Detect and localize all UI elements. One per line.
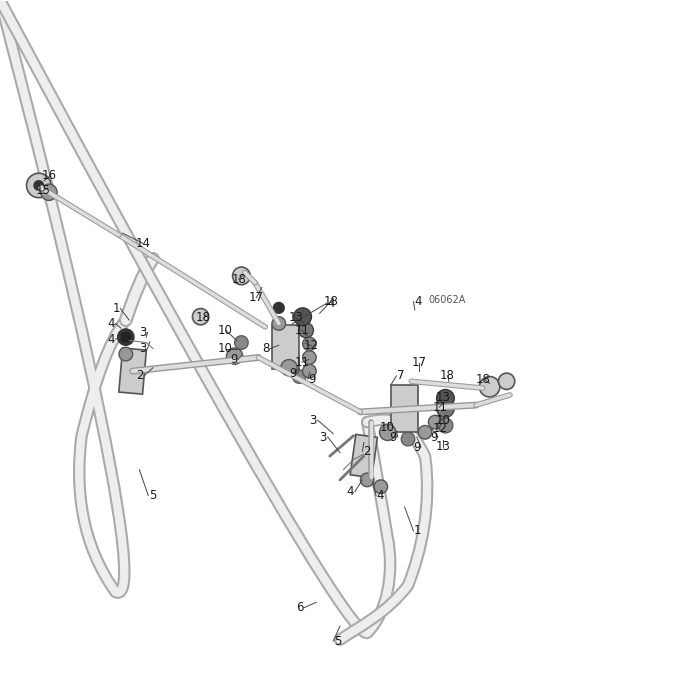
Circle shape <box>498 373 515 390</box>
Bar <box>119 348 146 394</box>
Text: 6: 6 <box>296 601 303 614</box>
Text: 1: 1 <box>112 302 120 315</box>
Text: 10: 10 <box>218 323 233 337</box>
Text: 2: 2 <box>136 369 143 382</box>
Text: 17: 17 <box>412 356 427 369</box>
Circle shape <box>401 432 415 446</box>
Circle shape <box>120 332 131 343</box>
Circle shape <box>479 377 500 397</box>
Circle shape <box>292 370 306 383</box>
Circle shape <box>233 267 250 285</box>
Text: 11: 11 <box>432 400 447 413</box>
Text: 10: 10 <box>218 342 233 355</box>
Text: 2: 2 <box>363 445 371 458</box>
Text: 4: 4 <box>328 297 335 310</box>
Text: 9: 9 <box>309 373 316 385</box>
Text: 18: 18 <box>440 369 455 382</box>
Text: 4: 4 <box>107 317 115 330</box>
Circle shape <box>374 480 388 494</box>
Text: 12: 12 <box>303 339 318 353</box>
Text: 8: 8 <box>262 342 269 355</box>
Text: 11: 11 <box>295 355 310 368</box>
Bar <box>350 434 377 478</box>
Text: 9: 9 <box>390 430 397 443</box>
Text: 12: 12 <box>432 422 447 435</box>
Text: 14: 14 <box>136 237 151 250</box>
Circle shape <box>27 173 51 197</box>
Circle shape <box>428 415 442 429</box>
Text: 1: 1 <box>414 524 422 537</box>
Text: 3: 3 <box>139 342 147 355</box>
Text: 13: 13 <box>436 391 451 404</box>
Text: 11: 11 <box>295 323 310 337</box>
Text: 13: 13 <box>289 311 304 324</box>
Circle shape <box>41 184 57 200</box>
Bar <box>391 385 418 432</box>
Circle shape <box>303 337 316 351</box>
Text: 9: 9 <box>413 441 420 454</box>
Circle shape <box>119 347 133 361</box>
Circle shape <box>294 308 311 326</box>
Circle shape <box>418 426 432 439</box>
Text: 15: 15 <box>36 185 51 197</box>
Circle shape <box>273 302 285 314</box>
Bar <box>272 326 299 369</box>
Text: 18: 18 <box>196 311 211 324</box>
Text: 9: 9 <box>290 366 297 379</box>
Text: 3: 3 <box>320 430 327 443</box>
Text: 9: 9 <box>430 430 437 443</box>
Text: 4: 4 <box>377 489 384 502</box>
Text: 5: 5 <box>149 489 156 502</box>
Text: 4: 4 <box>347 485 354 498</box>
Text: 10: 10 <box>379 421 394 434</box>
Circle shape <box>235 336 248 349</box>
Text: 7: 7 <box>397 369 405 382</box>
Circle shape <box>272 317 286 330</box>
Text: 13: 13 <box>436 440 451 453</box>
Text: 4: 4 <box>107 332 115 346</box>
Circle shape <box>118 329 134 345</box>
Text: 4: 4 <box>414 296 422 308</box>
Circle shape <box>33 180 44 191</box>
Circle shape <box>281 360 297 376</box>
Text: 5: 5 <box>334 635 341 648</box>
Circle shape <box>299 323 313 338</box>
Text: 17: 17 <box>248 291 263 304</box>
Text: 9: 9 <box>230 353 237 366</box>
Circle shape <box>303 351 316 364</box>
Circle shape <box>437 390 454 407</box>
Circle shape <box>438 418 453 433</box>
Text: 3: 3 <box>309 413 317 426</box>
Circle shape <box>226 348 243 364</box>
Text: 3: 3 <box>139 326 147 339</box>
Text: 16: 16 <box>42 170 57 183</box>
Text: 10: 10 <box>435 414 450 427</box>
Text: 18: 18 <box>476 373 491 385</box>
Text: 18: 18 <box>232 273 247 286</box>
Circle shape <box>360 473 374 487</box>
Circle shape <box>303 364 316 378</box>
Text: 18: 18 <box>324 296 339 308</box>
Circle shape <box>437 400 454 417</box>
Circle shape <box>192 308 209 325</box>
Text: 06062A: 06062A <box>428 295 466 304</box>
Circle shape <box>379 424 396 441</box>
